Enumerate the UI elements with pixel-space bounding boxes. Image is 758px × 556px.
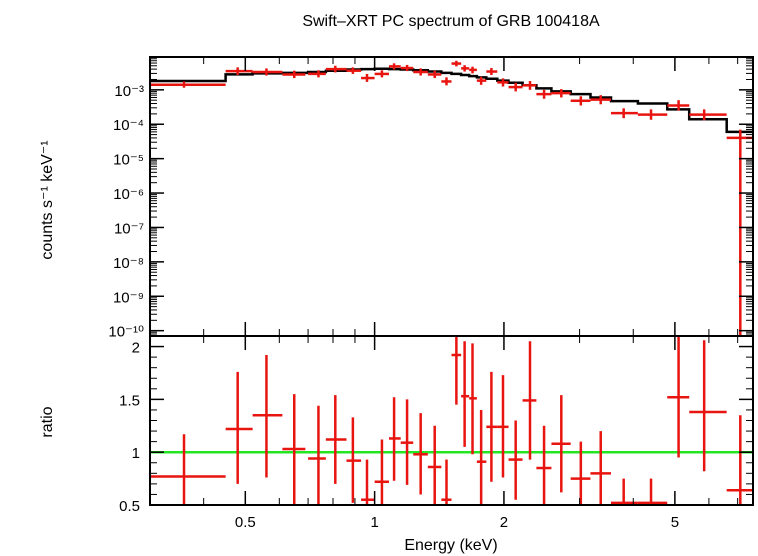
ratio-data-point <box>610 478 638 505</box>
top-model-layer <box>150 67 753 134</box>
spectrum-data-point <box>374 70 389 78</box>
ratio-data-point <box>551 395 571 493</box>
spectrum-data-point <box>252 68 283 76</box>
ratio-y-tick-label: 1.5 <box>119 392 140 409</box>
ratio-data-point <box>522 341 537 460</box>
ratio-y-tick-label: 0.5 <box>119 498 140 515</box>
ratio-data-point <box>726 415 753 505</box>
spectrum-data-point <box>451 60 462 67</box>
top-data-layer <box>150 60 753 336</box>
ratio-data-point <box>486 371 498 482</box>
spectrum-data-point <box>346 67 362 74</box>
spectrum-data-point <box>225 67 253 75</box>
ratio-data-point <box>441 459 452 505</box>
spectrum-data-point <box>150 81 226 88</box>
x-axis-label: Energy (keV) <box>404 537 497 554</box>
ratio-data-point <box>252 355 283 478</box>
top-axis-layer: 10⁻³ 10⁻⁴ 10⁻⁵ 10⁻⁶ 10⁻⁷ 10⁻⁸ 10⁻⁹ 10⁻¹⁰ <box>108 57 753 341</box>
ratio-data-point <box>451 336 462 405</box>
spectrum-data-point <box>282 70 306 79</box>
spectrum-data-point <box>461 65 470 72</box>
x-tick-label: 2 <box>500 514 508 531</box>
ratio-data-point <box>150 434 226 505</box>
ratio-data-point <box>413 413 428 495</box>
ratio-data-point <box>497 375 509 478</box>
ratio-data-point <box>508 420 523 500</box>
ratio-data-point <box>461 341 470 447</box>
ratio-data-point <box>374 439 389 505</box>
spectrum-data-point <box>427 70 442 79</box>
ratio-data-point <box>427 425 442 505</box>
ratio-data-point <box>689 340 727 472</box>
ratio-data-point <box>476 409 487 505</box>
top-y-tick-label: 10⁻⁴ <box>113 117 144 134</box>
top-panel-frame <box>149 56 754 337</box>
spectrum-data-point <box>590 95 611 105</box>
spectrum-data-point <box>486 68 498 75</box>
spectrum-data-point <box>308 70 326 78</box>
ratio-data-point <box>361 459 375 505</box>
top-y-tick-label: 10⁻⁸ <box>113 255 144 272</box>
ratio-y-axis-label: ratio <box>39 406 56 437</box>
spectrum-data-point <box>325 65 347 73</box>
spectrum-data-point <box>536 89 552 99</box>
spectrum-data-point <box>667 100 690 111</box>
model-step-line <box>150 67 753 134</box>
top-y-tick-label: 10⁻⁶ <box>113 186 144 203</box>
top-y-tick-label: 10⁻¹⁰ <box>108 324 144 341</box>
spectrum-data-point <box>413 68 428 76</box>
ratio-data-point <box>388 397 401 481</box>
spectrum-data-point <box>400 64 414 72</box>
spectrum-data-point <box>441 77 452 86</box>
ratio-data-point <box>570 441 591 505</box>
spectrum-data-point <box>508 82 523 92</box>
spectrum-data-point <box>570 96 591 106</box>
spectrum-data-point <box>637 109 668 120</box>
chart-title: Swift–XRT PC spectrum of GRB 100418A <box>302 13 600 30</box>
ratio-data-point <box>590 431 611 505</box>
spectrum-data-point <box>689 109 727 121</box>
ratio-axis-layer: 0.5 1 2 5 0.5 1 1.5 2 <box>119 336 753 531</box>
spectrum-data-point <box>522 81 537 90</box>
ratio-data-point <box>667 336 690 458</box>
top-y-tick-label: 10⁻⁵ <box>113 152 144 169</box>
ratio-panel: 0.5 1 2 5 0.5 1 1.5 2 <box>119 335 754 531</box>
ratio-y-tick-label: 1 <box>132 445 140 462</box>
x-tick-label: 5 <box>671 514 679 531</box>
x-tick-label: 1 <box>370 514 378 531</box>
spectrum-data-point <box>361 73 375 82</box>
top-y-axis-label: counts s⁻¹ keV⁻¹ <box>39 140 56 259</box>
ratio-panel-frame <box>149 335 754 506</box>
spectrum-data-point <box>610 108 638 119</box>
ratio-data-point <box>325 395 347 484</box>
ratio-data-layer <box>150 336 753 505</box>
top-y-tick-label: 10⁻⁹ <box>113 289 144 306</box>
spectrum-data-point <box>497 78 509 87</box>
top-panel: 10⁻³ 10⁻⁴ 10⁻⁵ 10⁻⁶ 10⁻⁷ 10⁻⁸ 10⁻⁹ 10⁻¹⁰ <box>108 56 754 341</box>
ratio-data-point <box>637 478 668 505</box>
spectrum-data-point <box>469 66 477 74</box>
ratio-data-point <box>225 371 253 484</box>
spectrum-data-point <box>551 89 571 98</box>
top-y-tick-label: 10⁻³ <box>114 83 144 100</box>
spectrum-data-point <box>388 63 401 70</box>
ratio-data-point <box>469 343 477 455</box>
ratio-data-point <box>346 417 362 503</box>
top-y-tick-label: 10⁻⁷ <box>114 220 144 237</box>
ratio-data-point <box>536 425 552 505</box>
ratio-data-point <box>282 394 306 505</box>
spectrum-data-point <box>476 76 487 85</box>
ratio-data-point <box>308 405 326 505</box>
ratio-y-tick-label: 2 <box>132 340 140 357</box>
ratio-data-point <box>400 399 414 485</box>
x-tick-label: 0.5 <box>235 514 256 531</box>
